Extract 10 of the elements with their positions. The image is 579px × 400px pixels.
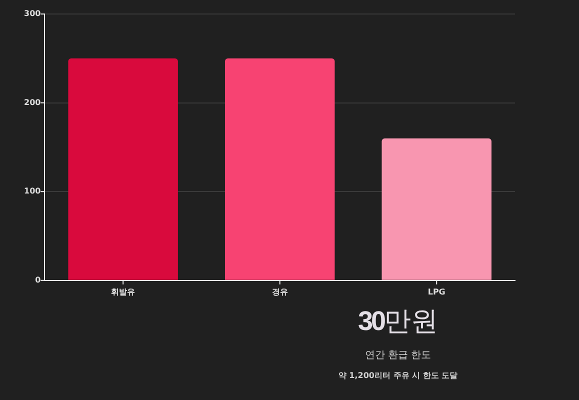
x-tick-label: 휘발유 [111, 287, 136, 296]
y-tick-label: 200 [24, 98, 42, 107]
y-tick-label: 100 [24, 186, 42, 196]
text: 약 1,200리터 주유 시 한도 도달 [337, 370, 459, 381]
text: 연간 환급 한도 [364, 349, 432, 362]
x-tick-label: LPG [428, 287, 446, 296]
x-tick-label: 경유 [272, 287, 288, 296]
y-tick-label: 0 [35, 275, 42, 284]
text: 30만원 [356, 305, 440, 339]
y-tick-label: 300 [24, 9, 42, 18]
